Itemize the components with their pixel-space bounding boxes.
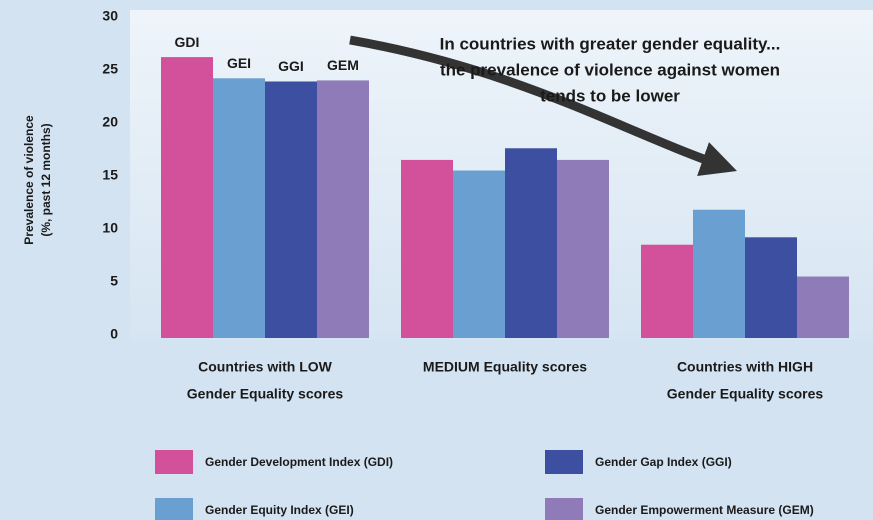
bar	[213, 78, 265, 339]
legend-swatch	[545, 498, 583, 520]
bar	[557, 159, 609, 338]
annotation: In countries with greater gender equalit…	[440, 34, 781, 53]
bar	[401, 159, 453, 338]
series-label: GEM	[327, 57, 359, 73]
legend-label: Gender Empowerment Measure (GEM)	[595, 503, 814, 517]
bar	[693, 209, 745, 338]
bar	[745, 237, 797, 338]
series-label: GEI	[227, 55, 251, 71]
y-axis-label: Prevalence of violence	[22, 115, 36, 245]
bar	[453, 170, 505, 338]
y-axis-label: (%, past 12 months)	[39, 123, 53, 236]
legend-swatch	[545, 450, 583, 474]
annotation: the prevalence of violence against women	[440, 60, 780, 79]
annotation: tends to be lower	[540, 86, 680, 105]
legend-swatch	[155, 450, 193, 474]
x-tick-label: Countries with HIGH	[677, 359, 813, 375]
y-tick-label: 0	[110, 326, 118, 342]
legend-label: Gender Equity Index (GEI)	[205, 503, 354, 517]
y-tick-label: 20	[102, 114, 118, 130]
x-tick-label: Countries with LOW	[198, 359, 333, 375]
legend-label: Gender Development Index (GDI)	[205, 455, 393, 469]
y-tick-label: 30	[102, 8, 118, 24]
legend-swatch	[155, 498, 193, 520]
y-tick-label: 25	[102, 61, 118, 77]
x-tick-label: MEDIUM Equality scores	[423, 359, 587, 375]
y-tick-label: 15	[102, 167, 118, 183]
bar	[317, 80, 369, 339]
bar	[265, 81, 317, 338]
series-label: GDI	[175, 34, 200, 50]
bar	[797, 276, 849, 338]
y-tick-label: 10	[102, 220, 118, 236]
arrow	[349, 35, 737, 177]
legend-label: Gender Gap Index (GGI)	[595, 455, 732, 469]
x-tick-label: Gender Equality scores	[667, 386, 824, 402]
bar	[641, 244, 693, 338]
y-tick-label: 5	[110, 273, 118, 289]
bar	[161, 57, 213, 338]
series-label: GGI	[278, 58, 304, 74]
bar	[505, 148, 557, 338]
x-tick-label: Gender Equality scores	[187, 386, 344, 402]
